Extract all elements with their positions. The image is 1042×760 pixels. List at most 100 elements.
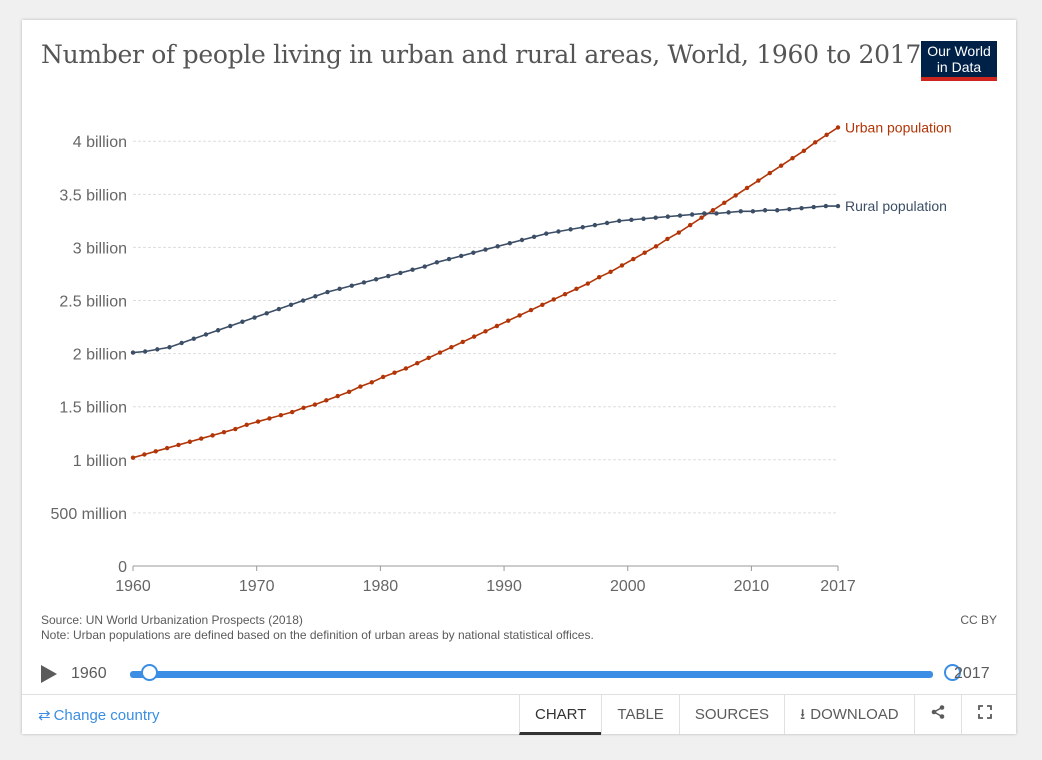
data-point — [824, 132, 829, 138]
data-point — [574, 286, 579, 292]
series-line-urban — [132, 126, 839, 459]
x-tick-label: 1980 — [363, 578, 399, 595]
data-point — [580, 225, 585, 230]
share-button[interactable] — [913, 695, 961, 734]
line-chart: 0 500 million 1 billion 1.5 billion 2 billio… — [51, 119, 952, 595]
data-point — [240, 319, 245, 324]
data-point — [415, 360, 420, 366]
data-point — [349, 283, 354, 288]
y-tick-label: 1 billion — [73, 453, 127, 470]
tab-sources[interactable]: SOURCES — [678, 695, 784, 734]
data-point — [592, 222, 598, 228]
x-tick-label: 2017 — [820, 578, 856, 595]
data-point — [325, 289, 330, 295]
data-point — [164, 445, 170, 451]
data-point — [775, 208, 780, 213]
data-point — [373, 277, 379, 282]
y-tick-label: 1.5 billion — [59, 400, 127, 417]
data-point — [337, 286, 342, 292]
note-text: Note: Urban populations are defined base… — [41, 628, 594, 642]
data-point — [346, 389, 352, 395]
data-point — [835, 203, 841, 209]
x-tick-label: 2000 — [610, 578, 646, 595]
data-point — [811, 204, 816, 210]
data-point — [155, 347, 160, 352]
timeline-track[interactable] — [130, 671, 933, 678]
data-point — [233, 426, 238, 432]
data-point — [300, 298, 306, 303]
y-tick-label: 4 billion — [73, 134, 127, 151]
tab-download[interactable]: ⭳ DOWNLOAD — [784, 695, 914, 734]
data-point — [437, 350, 443, 355]
y-tick-label: 3.5 billion — [59, 187, 127, 204]
data-point — [434, 260, 440, 265]
data-point — [585, 281, 591, 286]
timeline-start-handle[interactable] — [141, 664, 158, 681]
data-point — [289, 409, 295, 415]
chart-title: Number of people living in urban and rur… — [41, 40, 921, 69]
data-point — [744, 185, 750, 191]
play-icon[interactable] — [41, 665, 57, 683]
data-point — [540, 302, 545, 307]
y-tick-label: 3 billion — [73, 240, 127, 257]
data-point — [531, 234, 537, 240]
data-point — [642, 250, 647, 255]
data-point — [689, 212, 695, 217]
data-point — [267, 416, 272, 421]
data-point — [426, 355, 431, 361]
data-point — [176, 442, 181, 448]
tab-table[interactable]: TABLE — [601, 695, 678, 734]
timeline-end-label: 2017 — [954, 665, 990, 682]
data-point — [228, 323, 233, 329]
fullscreen-icon — [977, 705, 992, 719]
data-point — [629, 217, 634, 223]
data-point — [687, 222, 693, 228]
data-point — [790, 156, 795, 161]
data-point — [130, 350, 136, 355]
owid-logo[interactable]: Our World in Data — [921, 41, 997, 81]
timeline-end-handle[interactable] — [944, 664, 961, 681]
data-point — [528, 307, 534, 313]
timeline: 1960 2017 — [41, 660, 1001, 690]
tab-bar: CHART TABLE SOURCES ⭳ DOWNLOAD — [519, 695, 1008, 735]
data-point — [756, 178, 761, 183]
data-point — [495, 244, 500, 249]
data-point — [203, 332, 209, 337]
license-link[interactable]: CC BY — [960, 613, 997, 627]
data-point — [733, 193, 738, 198]
data-point — [335, 393, 340, 399]
tab-chart[interactable]: CHART — [519, 695, 602, 735]
data-point — [507, 240, 513, 246]
data-point — [244, 422, 249, 427]
data-point — [665, 214, 671, 219]
data-point — [699, 215, 704, 220]
data-point — [369, 380, 374, 385]
data-point — [653, 215, 658, 220]
data-point — [199, 436, 204, 441]
data-point — [221, 430, 227, 435]
data-point — [556, 229, 561, 234]
data-point — [264, 311, 269, 316]
data-point — [301, 405, 306, 410]
data-point — [641, 216, 646, 221]
x-tick-label: 2010 — [734, 578, 770, 595]
change-country-button[interactable]: ⇄ Change country — [38, 706, 159, 724]
data-point — [179, 340, 184, 346]
y-tick-label: 500 million — [51, 506, 127, 523]
series-label: Urban population — [845, 119, 952, 135]
source-text: Source: UN World Urbanization Prospects … — [41, 613, 303, 627]
data-point — [710, 208, 716, 213]
data-point — [386, 273, 391, 279]
fullscreen-button[interactable] — [960, 695, 1008, 734]
data-point — [617, 218, 622, 224]
data-point — [313, 294, 318, 299]
data-point — [631, 256, 636, 262]
x-tick-label: 1960 — [115, 578, 151, 595]
data-point — [460, 339, 465, 345]
data-point — [787, 207, 792, 212]
swap-icon: ⇄ — [38, 707, 51, 724]
data-point — [653, 244, 659, 249]
data-point — [252, 315, 257, 320]
data-point — [835, 125, 841, 130]
data-point — [726, 210, 731, 215]
